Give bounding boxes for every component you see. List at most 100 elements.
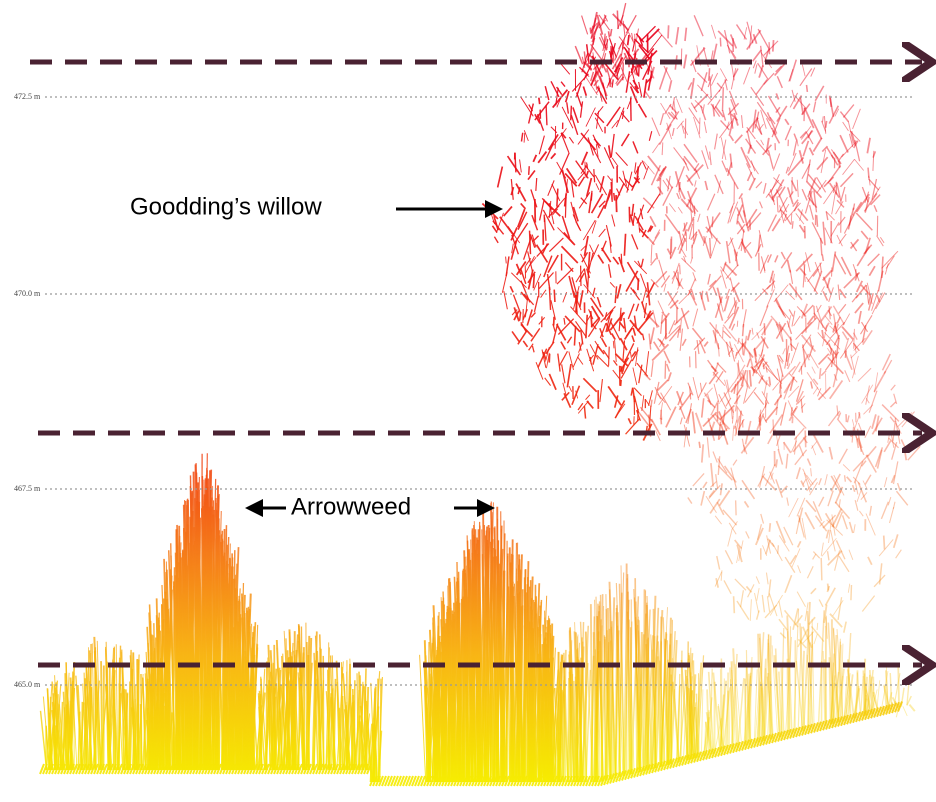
- point-strand: [852, 295, 858, 302]
- point-strand: [839, 639, 841, 723]
- point-strand: [591, 244, 599, 261]
- point-strand: [815, 262, 820, 276]
- point-strand: [609, 145, 611, 157]
- point-strand: [757, 588, 759, 601]
- point-strand: [590, 357, 591, 364]
- point-strand: [554, 290, 555, 302]
- point-strand: [378, 679, 379, 782]
- point-strand: [788, 400, 793, 411]
- point-strand: [843, 122, 849, 131]
- point-strand: [884, 536, 885, 550]
- point-strand: [540, 199, 545, 220]
- point-strand: [494, 237, 498, 243]
- point-strand: [720, 335, 734, 352]
- point-strand: [769, 377, 770, 386]
- point-strand: [909, 705, 914, 711]
- point-strand: [709, 276, 722, 291]
- point-strand: [597, 297, 600, 307]
- point-strand: [788, 315, 790, 327]
- point-strand: [841, 187, 845, 201]
- point-strand: [840, 173, 853, 186]
- point-strand: [809, 148, 813, 155]
- point-strand: [855, 481, 858, 495]
- point-strand: [699, 673, 700, 757]
- point-strand: [810, 354, 818, 368]
- point-strand: [734, 384, 736, 394]
- point-strand: [761, 46, 763, 67]
- point-strand: [609, 31, 610, 37]
- point-strand: [756, 576, 759, 583]
- point-strand: [574, 326, 575, 346]
- point-strand: [770, 472, 775, 484]
- point-strand: [628, 35, 629, 45]
- point-strand: [649, 131, 651, 141]
- point-strand: [577, 223, 581, 231]
- point-strand: [882, 251, 898, 268]
- point-strand: [717, 556, 720, 569]
- point-strand: [510, 286, 513, 292]
- point-strand: [800, 97, 803, 115]
- point-strand: [786, 454, 788, 469]
- point-strand: [564, 318, 565, 325]
- point-strand: [848, 584, 849, 593]
- point-strand: [661, 410, 662, 420]
- point-strand: [688, 497, 692, 503]
- point-strand: [860, 315, 872, 334]
- point-strand: [680, 265, 681, 275]
- point-strand: [624, 318, 626, 332]
- point-strand: [593, 288, 595, 297]
- point-strand: [865, 475, 871, 485]
- point-strand: [668, 25, 669, 38]
- point-strand: [705, 388, 713, 397]
- point-strand: [811, 381, 813, 388]
- point-strand: [558, 354, 560, 372]
- point-strand: [616, 152, 628, 165]
- point-strand: [649, 334, 651, 350]
- point-strand: [615, 286, 616, 303]
- point-strand: [595, 113, 604, 123]
- point-strand: [580, 290, 583, 307]
- point-strand: [746, 531, 749, 538]
- point-strand: [520, 159, 522, 172]
- point-strand: [785, 575, 792, 593]
- point-strand: [710, 499, 720, 513]
- point-strand: [862, 596, 874, 612]
- point-strand: [243, 673, 244, 770]
- point-strand: [828, 551, 829, 560]
- point-strand: [853, 455, 868, 471]
- point-strand: [713, 44, 717, 61]
- point-strand: [520, 312, 521, 320]
- point-strand: [704, 342, 708, 347]
- point-strand: [858, 368, 871, 381]
- point-strand: [797, 592, 805, 607]
- point-strand: [644, 374, 650, 380]
- point-strand: [536, 178, 537, 191]
- point-strand: [667, 364, 670, 372]
- point-strand: [828, 357, 844, 373]
- point-strand: [797, 467, 801, 479]
- point-strand: [521, 97, 534, 117]
- point-strand: [773, 419, 774, 432]
- point-strand: [620, 322, 625, 328]
- point-strand: [587, 401, 593, 409]
- point-strand: [806, 500, 816, 512]
- point-strand: [859, 311, 861, 324]
- point-strand: [694, 15, 703, 36]
- point-strand: [678, 272, 679, 286]
- point-strand: [681, 249, 686, 257]
- point-strand: [813, 138, 821, 152]
- point-strand: [531, 328, 540, 341]
- point-strand: [565, 262, 573, 271]
- point-strand: [904, 447, 906, 460]
- point-strand: [747, 359, 750, 367]
- point-strand: [708, 274, 710, 285]
- point-strand: [742, 480, 754, 499]
- point-strand: [613, 14, 629, 31]
- point-strand: [643, 198, 654, 208]
- point-strand: [786, 291, 795, 300]
- point-strand: [737, 321, 738, 327]
- point-strand: [707, 437, 709, 457]
- point-strand: [888, 497, 891, 505]
- point-strand: [545, 632, 546, 782]
- point-strand: [843, 515, 848, 529]
